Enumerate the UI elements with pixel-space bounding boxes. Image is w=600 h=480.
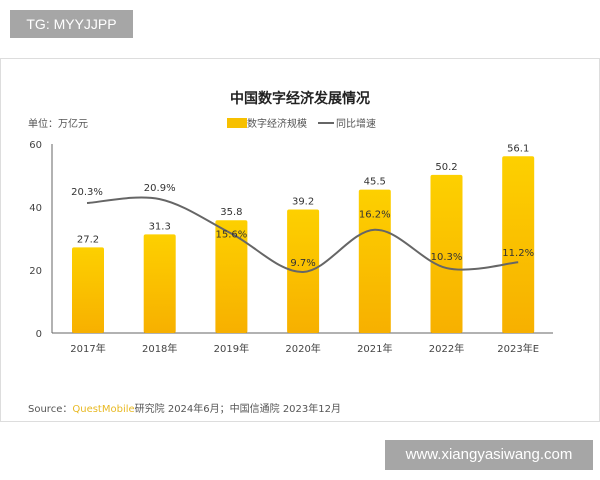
legend-bar-label: 数字经济规模 [247,117,307,130]
bar [502,156,535,333]
growth-label: 9.7% [290,258,315,269]
growth-label: 11.2% [502,248,534,259]
x-tick-label: 2018年 [142,342,177,355]
y-tick-label: 60 [29,140,42,151]
source-prefix: Source： [28,404,73,415]
bar-value-label: 45.5 [364,177,386,188]
x-tick-label: 2023年E [497,342,539,355]
chart-title: 中国数字经济发展情况 [230,90,370,107]
bar-value-label: 39.2 [292,197,314,208]
y-tick-label: 0 [36,329,42,340]
growth-label: 20.9% [144,183,176,194]
bar-value-label: 50.2 [435,162,457,173]
x-tick-label: 2021年 [357,342,392,355]
source-note: Source：QuestMobile研究院 2024年6月；中国信通院 2023… [28,400,341,415]
growth-line [86,196,519,273]
growth-label: 16.2% [359,210,391,221]
legend-bar-swatch [227,118,247,128]
bar [72,247,104,333]
growth-label: 10.3% [431,252,463,263]
bar-value-label: 56.1 [507,143,529,154]
y-tick-label: 20 [29,266,42,277]
y-tick-label: 40 [29,203,42,214]
bar-value-label: 31.3 [149,221,171,232]
growth-label: 15.6% [216,230,248,241]
bar [215,220,248,333]
unit-label: 单位：万亿元 [28,117,88,130]
bar-value-label: 35.8 [220,207,242,218]
bar [430,174,463,333]
source-brand: QuestMobile [72,404,135,415]
bar-value-label: 27.2 [77,234,99,245]
bar [358,189,391,333]
x-tick-label: 2017年 [70,342,105,355]
bar [143,234,176,333]
site-watermark: www.xiangyasiwang.com [385,440,593,470]
source-rest: 研究院 2024年6月；中国信通院 2023年12月 [134,404,341,415]
tg-banner: TG: MYYJJPP [10,10,133,38]
x-tick-label: 2022年 [429,342,464,355]
growth-label: 20.3% [71,187,103,198]
x-tick-label: 2019年 [214,342,249,355]
x-tick-label: 2020年 [285,342,320,355]
legend-line-label: 同比增速 [336,117,376,130]
